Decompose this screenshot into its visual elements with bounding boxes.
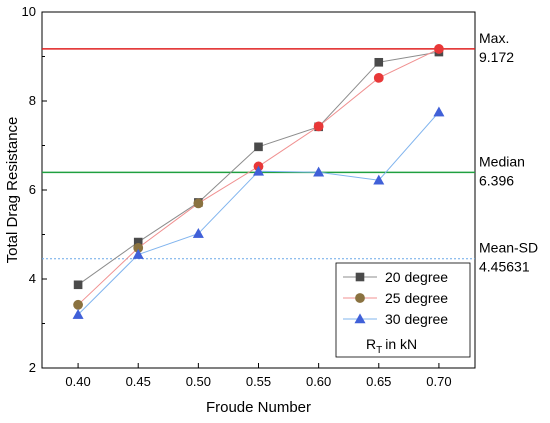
- x-tick-label: 0.55: [246, 374, 271, 389]
- data-point-circle: [355, 293, 365, 303]
- data-point-circle: [373, 72, 384, 83]
- data-point-triangle: [132, 248, 144, 259]
- legend-label: 25 degree: [385, 290, 448, 306]
- legend-label: 20 degree: [385, 269, 448, 285]
- reference-line-title: Mean-SD: [479, 240, 538, 256]
- data-point-triangle: [72, 308, 84, 319]
- x-tick-label: 0.40: [65, 374, 90, 389]
- reference-line-title: Max.: [479, 30, 509, 46]
- data-point-triangle: [433, 106, 445, 117]
- legend-note-text: in kN: [385, 336, 417, 352]
- axes: 0.40 0.45 0.50 0.55 0.60 0.65 0.70 2 4 6 8 10: [22, 4, 452, 389]
- y-tick-label: 4: [29, 271, 36, 286]
- data-point-square: [355, 272, 365, 282]
- reference-lines: Max. 9.172 Median 6.396 Mean-SD 4.45631: [42, 30, 538, 275]
- x-tick-label: 0.65: [366, 374, 391, 389]
- data-point-triangle: [313, 166, 325, 177]
- y-tick-label: 8: [29, 93, 36, 108]
- legend-note-symbol: R: [366, 336, 376, 352]
- y-tick-label: 2: [29, 360, 36, 375]
- y-tick-label: 6: [29, 182, 36, 197]
- series-layer: [72, 44, 445, 319]
- y-tick-label: 10: [22, 4, 36, 19]
- x-tick-label: 0.45: [126, 374, 151, 389]
- x-tick-label: 0.50: [186, 374, 211, 389]
- data-point-triangle: [192, 227, 204, 238]
- x-tick-label: 0.70: [426, 374, 451, 389]
- legend-note-subscript: T: [376, 345, 382, 356]
- data-point-square: [73, 280, 83, 290]
- data-point-circle: [73, 299, 83, 310]
- y-axis-title: Total Drag Resistance: [4, 117, 21, 264]
- legend: 20 degree 25 degree 30 degree RT in kN: [335, 262, 471, 358]
- data-point-triangle: [252, 165, 265, 176]
- data-point-square: [254, 142, 263, 152]
- data-point-circle: [434, 44, 444, 54]
- reference-line-title: Median: [479, 153, 525, 169]
- reference-line-value: 4.45631: [479, 259, 530, 275]
- legend-entries: 20 degree 25 degree 30 degree: [343, 269, 448, 327]
- data-point-circle: [313, 121, 324, 132]
- legend-label: 30 degree: [385, 311, 448, 327]
- x-axis-title: Froude Number: [206, 399, 311, 416]
- series-30-degree: [72, 106, 445, 319]
- reference-line-value: 6.396: [479, 172, 514, 188]
- data-point-circle: [193, 198, 204, 209]
- reference-line-value: 9.172: [479, 49, 514, 65]
- data-point-triangle: [354, 313, 366, 324]
- data-point-triangle: [373, 174, 385, 185]
- legend-note: RT in kN: [366, 336, 417, 356]
- data-point-square: [374, 57, 384, 67]
- x-tick-label: 0.60: [306, 374, 331, 389]
